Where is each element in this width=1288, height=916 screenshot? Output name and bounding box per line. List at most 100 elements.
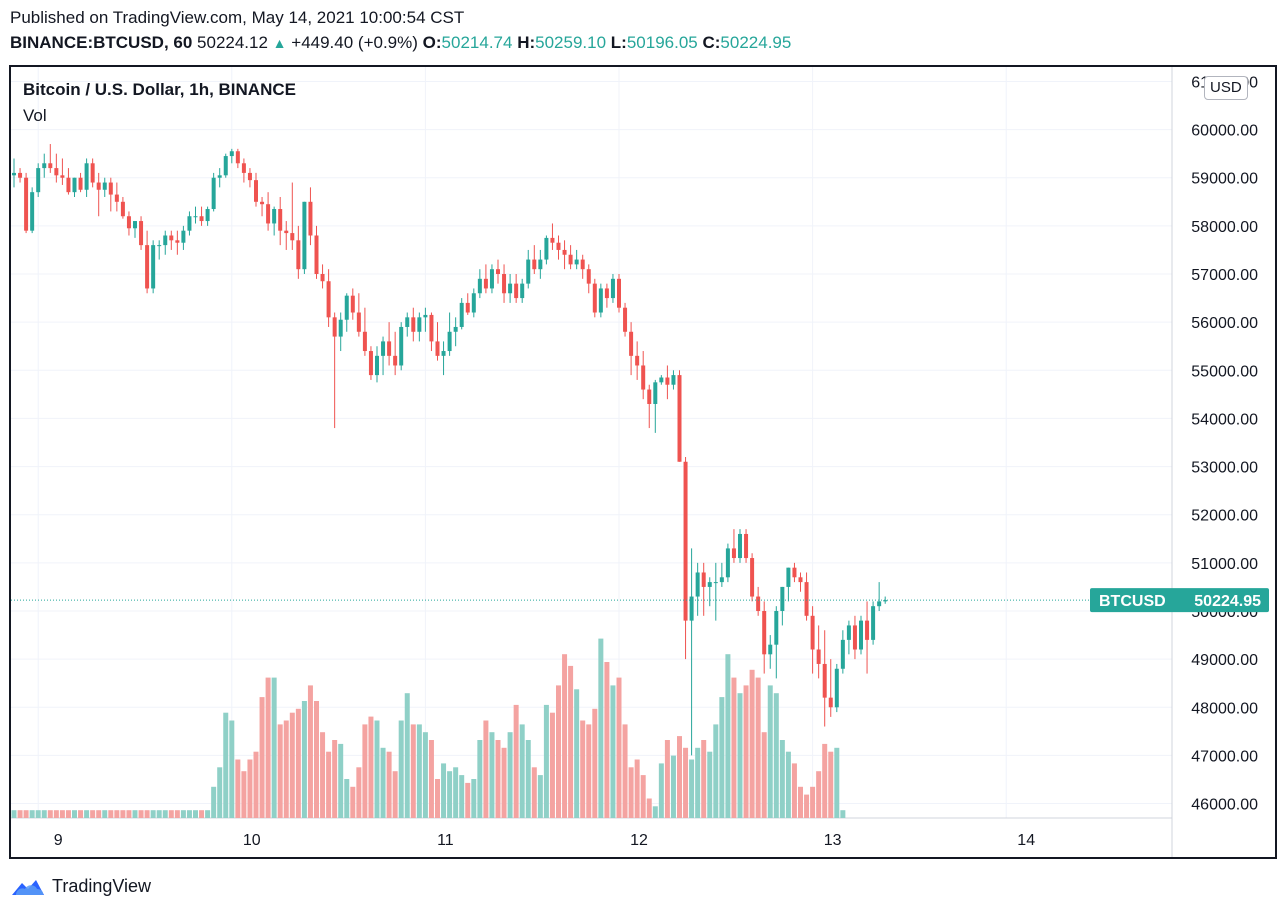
volume-bar	[779, 740, 785, 818]
volume-bar	[295, 708, 301, 818]
candle-body	[332, 317, 337, 337]
candle-body	[713, 582, 718, 584]
volume-bar	[840, 810, 846, 818]
volume-bar	[798, 786, 803, 818]
candle-body	[762, 610, 767, 655]
volume-bar	[616, 677, 622, 818]
volume-bar	[193, 810, 198, 818]
volume-bar	[568, 665, 574, 818]
volume-bar	[132, 810, 138, 818]
volume-bar	[211, 786, 217, 818]
volume-bar	[229, 720, 235, 818]
last-price-value: 50224.95	[1194, 593, 1261, 610]
volume-bar	[459, 775, 465, 818]
volume-bar	[392, 771, 398, 818]
candle-body	[411, 317, 416, 332]
candle-body	[798, 577, 803, 583]
candle-body	[235, 151, 240, 164]
candle-body	[629, 331, 634, 356]
candle-body	[120, 201, 125, 217]
candle-body	[145, 245, 150, 289]
volume-bar	[658, 763, 664, 818]
volume-bar	[41, 810, 47, 818]
candle-body	[175, 240, 180, 243]
candle-body	[502, 274, 507, 294]
candle-body	[508, 283, 513, 294]
volume-bar	[320, 732, 326, 818]
candle-body	[574, 259, 579, 265]
candle-body	[731, 548, 736, 559]
volume-bar	[556, 685, 561, 818]
volume-bar	[350, 786, 356, 818]
high-value: 50259.10	[535, 33, 607, 52]
candle-body	[260, 201, 265, 205]
volume-bar	[120, 810, 126, 818]
volume-bar	[156, 810, 162, 818]
candle-body	[417, 317, 422, 332]
volume-bar	[96, 810, 102, 818]
candle-body	[852, 625, 857, 650]
volume-bar	[180, 810, 186, 818]
candle-body	[865, 620, 870, 640]
volume-bar	[646, 798, 652, 818]
candle-body	[199, 216, 204, 222]
chart-frame[interactable]	[9, 65, 1277, 859]
candle-body	[647, 389, 652, 404]
candle-body	[290, 233, 295, 241]
volume-bar	[828, 751, 834, 818]
candle-body	[78, 177, 83, 190]
candle-body	[592, 283, 597, 313]
volume-bar	[634, 759, 640, 818]
candle-body	[381, 341, 386, 356]
volume-bar	[416, 724, 422, 818]
candle-body	[695, 572, 700, 597]
volume-bar	[283, 720, 289, 818]
volume-bar	[737, 693, 743, 818]
last-price: 50224.12	[197, 33, 268, 52]
candle-body	[72, 177, 77, 193]
volume-bar	[519, 724, 525, 818]
candle-body	[556, 242, 561, 250]
y-tick-label: 48000.00	[1191, 700, 1258, 717]
candle-body	[483, 278, 488, 289]
open-label: O:	[422, 33, 442, 52]
candle-body	[24, 177, 29, 231]
candle-body	[102, 182, 107, 190]
volume-bar	[174, 810, 180, 818]
candle-body	[756, 596, 761, 611]
volume-bar	[422, 732, 428, 818]
candle-body	[617, 278, 621, 308]
volume-bar	[816, 771, 822, 818]
volume-bar	[277, 724, 283, 818]
volume-bar	[72, 810, 77, 818]
volume-bar	[695, 747, 701, 818]
volume-bar	[428, 740, 434, 818]
volume-bar	[592, 708, 598, 818]
y-tick-label: 46000.00	[1191, 797, 1258, 814]
currency-badge[interactable]: USD	[1204, 76, 1248, 100]
candle-body	[538, 259, 543, 270]
volume-bar	[562, 654, 568, 818]
candle-body	[635, 355, 640, 366]
volume-bar	[380, 747, 386, 818]
volume-bar	[23, 810, 29, 818]
volume-bar	[11, 810, 17, 818]
candle-body	[169, 235, 174, 241]
volume-bar	[386, 751, 392, 818]
volume-bar	[362, 724, 368, 818]
volume-bar	[441, 763, 447, 818]
candle-body	[139, 221, 144, 246]
footer-brand[interactable]: TradingView	[10, 876, 151, 897]
volume-bar	[574, 689, 580, 818]
candle-body	[338, 319, 343, 337]
volume-bar	[719, 697, 725, 818]
candle-body	[181, 230, 186, 243]
candle-body	[610, 278, 615, 299]
candle-body	[320, 274, 325, 282]
candle-body	[550, 237, 555, 243]
ohlc-header: BINANCE:BTCUSD, 60 50224.12 ▲ +449.40 (+…	[10, 33, 791, 53]
volume-bar	[150, 810, 156, 818]
volume-bar	[507, 732, 513, 818]
candle-body	[840, 639, 845, 669]
